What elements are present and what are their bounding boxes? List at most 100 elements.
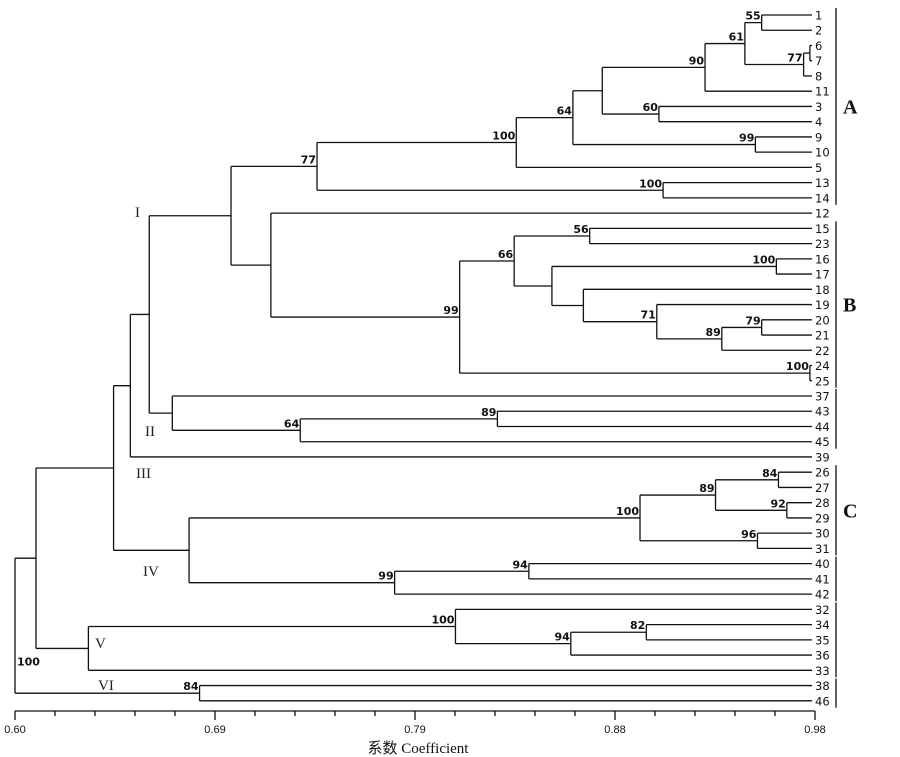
support-label: 100 — [752, 253, 775, 266]
support-label: 56 — [573, 223, 589, 236]
support-label: 92 — [771, 497, 786, 510]
leaf-label: 33 — [815, 664, 830, 678]
support-label: 90 — [689, 54, 705, 67]
support-label: 55 — [745, 10, 760, 23]
leaf-label: 28 — [815, 496, 830, 510]
leaf-label: 21 — [815, 329, 830, 343]
x-tick-label: 0.98 — [804, 724, 825, 736]
support-label: 66 — [498, 248, 514, 261]
leaf-label: 13 — [815, 176, 830, 190]
support-label: 99 — [378, 570, 393, 583]
leaf-label: 32 — [815, 603, 830, 617]
support-label: 84 — [183, 680, 199, 693]
leaf-label: 17 — [815, 268, 830, 282]
leaf-label: 23 — [815, 237, 830, 251]
cluster-label-V: V — [95, 636, 106, 652]
leaf-label: 9 — [815, 130, 822, 144]
support-label: 99 — [443, 304, 458, 317]
x-axis-title: 系数 Coefficient — [368, 740, 470, 757]
group-label: B — [843, 295, 856, 317]
support-label: 100 — [431, 614, 454, 627]
leaf-label: 29 — [815, 511, 830, 525]
leaf-label: 25 — [815, 374, 830, 388]
leaf-label: 19 — [815, 298, 830, 312]
leaf-label: 42 — [815, 588, 830, 602]
support-label: 84 — [762, 467, 778, 480]
x-tick-label: 0.69 — [204, 724, 225, 736]
support-label: 77 — [787, 52, 802, 65]
support-label: 100 — [786, 360, 809, 373]
leaf-label: 8 — [815, 69, 822, 83]
leaf-label: 45 — [815, 435, 830, 449]
support-label: 77 — [301, 153, 316, 166]
leaf-label: 20 — [815, 313, 830, 327]
leaf-label: 44 — [815, 420, 830, 434]
x-tick-label: 0.79 — [404, 724, 425, 736]
cluster-label-I: I — [135, 205, 140, 221]
leaf-label: 16 — [815, 252, 830, 266]
leaf-label: 41 — [815, 572, 830, 586]
x-tick-label: 0.88 — [604, 724, 625, 736]
leaf-label: 5 — [815, 161, 822, 175]
group-brackets: A B C — [835, 8, 858, 708]
leaf-label: 4 — [815, 115, 822, 129]
leaf-label: 6 — [815, 39, 822, 53]
group-label: C — [843, 500, 857, 522]
leaf-label: 18 — [815, 283, 830, 297]
support-label: 79 — [745, 314, 760, 327]
leaf-label: 36 — [815, 649, 830, 663]
leaf-label: 39 — [815, 450, 830, 464]
leaf-label: 38 — [815, 679, 830, 693]
support-label: 89 — [706, 326, 721, 339]
support-label: 94 — [513, 558, 529, 571]
support-label: 89 — [699, 482, 714, 495]
leaf-label: 3 — [815, 100, 822, 114]
leaf-label: 2 — [815, 24, 822, 38]
support-label: 94 — [554, 631, 570, 644]
leaf-label: 11 — [815, 85, 830, 99]
cluster-label-IV: IV — [143, 564, 159, 580]
x-axis: 0.60 0.69 0.79 0.88 0.98 — [4, 710, 826, 736]
leaf-label: 26 — [815, 466, 830, 480]
tree-branches — [14, 14, 812, 702]
cluster-label-II: II — [145, 424, 155, 440]
support-label: 64 — [284, 417, 300, 430]
support-label: 71 — [640, 309, 655, 322]
leaf-label: 1 — [815, 9, 822, 23]
support-label: 82 — [630, 619, 645, 632]
leaf-label: 24 — [815, 359, 830, 373]
leaf-label: 22 — [815, 344, 830, 358]
support-label: 100 — [639, 177, 662, 190]
x-tick-label: 0.60 — [4, 724, 25, 736]
leaf-label: 15 — [815, 222, 830, 236]
leaf-label: 31 — [815, 542, 830, 556]
support-label: 99 — [739, 132, 754, 145]
group-label: A — [843, 96, 858, 118]
leaf-labels: 1234567891011121314151617181920212223242… — [815, 9, 830, 709]
leaf-label: 34 — [815, 618, 830, 632]
cluster-label-III: III — [136, 466, 151, 482]
leaf-label: 30 — [815, 527, 830, 541]
leaf-label: 10 — [815, 146, 830, 160]
support-label: 61 — [729, 31, 744, 44]
leaf-label: 43 — [815, 405, 830, 419]
support-label: 64 — [557, 105, 573, 118]
leaf-label: 27 — [815, 481, 830, 495]
support-label: 60 — [643, 101, 659, 114]
support-label: 100 — [616, 505, 639, 518]
support-label: 89 — [481, 406, 496, 419]
cluster-labels: I II III IV V VI — [95, 205, 159, 694]
leaf-label: 14 — [815, 191, 830, 205]
leaf-label: 35 — [815, 633, 830, 647]
cluster-label-VI: VI — [98, 678, 114, 694]
leaf-label: 46 — [815, 694, 830, 708]
support-label: 100 — [492, 130, 515, 143]
leaf-label: 12 — [815, 207, 830, 221]
leaf-label: 40 — [815, 557, 830, 571]
support-label: 100 — [17, 656, 40, 669]
leaf-label: 37 — [815, 390, 830, 404]
leaf-label: 7 — [815, 54, 822, 68]
support-label: 96 — [741, 528, 757, 541]
